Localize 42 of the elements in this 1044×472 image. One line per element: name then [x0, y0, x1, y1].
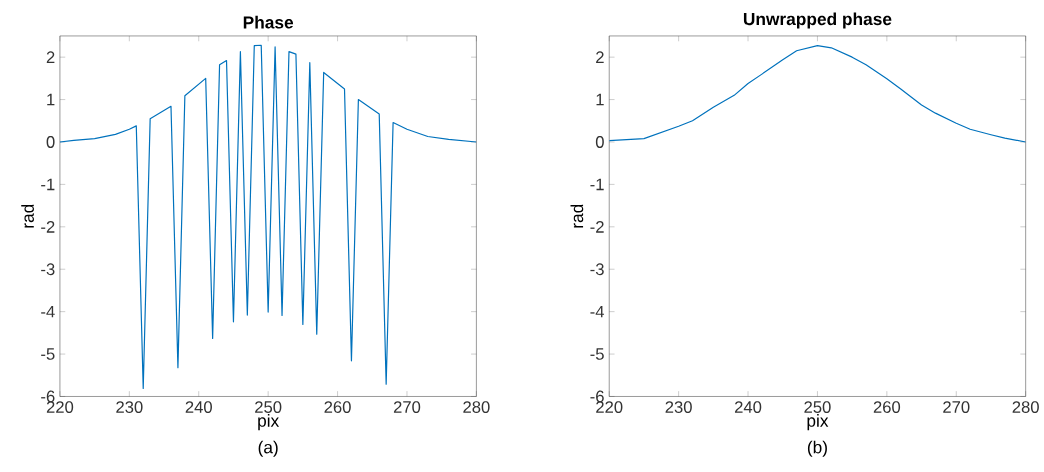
y-axis-title: rad	[570, 204, 584, 228]
x-axis-title: pix	[258, 413, 280, 431]
text: (b)	[807, 440, 827, 457]
y-tick-label: -6	[590, 390, 604, 403]
y-tick-label: -3	[590, 263, 604, 275]
y-tick-label: 0	[595, 135, 604, 148]
x-tick-label: 280	[463, 401, 490, 413]
x-tick-label: 260	[324, 401, 351, 413]
x-tick-label: 220	[596, 401, 623, 413]
y-tick-label: -5	[41, 348, 55, 360]
y-tick-label: -3	[41, 263, 55, 275]
y-tick-label: -6	[41, 390, 55, 403]
y-tick-label: -2	[41, 220, 55, 233]
chart-title: Unwrapped phase	[743, 12, 892, 29]
x-tick-label: 240	[734, 401, 762, 413]
x-tick-label: 250	[804, 401, 831, 413]
y-tick-label: 1	[596, 93, 604, 106]
x-axis-title: pix	[807, 413, 829, 431]
x-tick-label: 260	[873, 401, 901, 413]
y-tick-label: -4	[590, 305, 605, 318]
x-tick-label: 270	[943, 401, 970, 413]
line-series	[59, 44, 477, 389]
y-axis-title: rad	[21, 204, 34, 228]
y-tick-label: -5	[590, 348, 604, 360]
x-tick-label: 220	[46, 401, 74, 413]
line-series	[609, 44, 1026, 143]
x-tick-label: 270	[393, 401, 421, 413]
y-tick-label: 0	[46, 135, 55, 148]
y-tick-label: -1	[590, 178, 604, 190]
y-tick-label: -4	[41, 305, 55, 318]
x-tick-label: 230	[665, 401, 692, 413]
y-tick-label: 2	[596, 51, 604, 63]
chart-title: Phase	[243, 15, 294, 29]
y-tick-label: 1	[47, 93, 55, 106]
y-tick-label: 2	[46, 51, 55, 63]
text: (a)	[258, 440, 278, 457]
x-tick-label: 250	[255, 401, 282, 413]
y-tick-label: -1	[41, 178, 55, 190]
x-tick-label: 240	[185, 401, 212, 413]
x-tick-label: 230	[116, 401, 143, 413]
x-tick-label: 280	[1012, 401, 1039, 413]
y-tick-label: -2	[590, 220, 604, 233]
